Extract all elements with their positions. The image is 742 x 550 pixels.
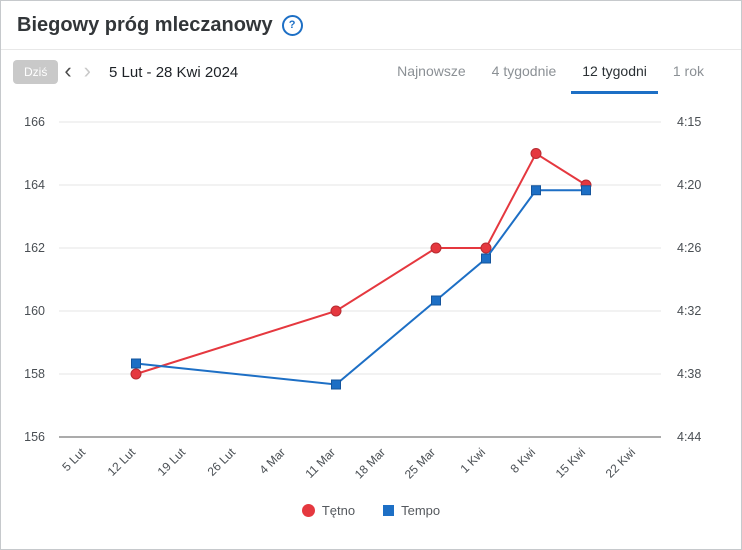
tętno-series-line — [135, 152, 587, 375]
tab-1-rok[interactable]: 1 rok — [672, 62, 704, 79]
tempo-data-point[interactable] — [531, 185, 541, 196]
date-controls: Dziś ‹ › 5 Lut - 28 Kwi 2024 Najnowsze 4… — [1, 50, 741, 94]
tempo-data-point[interactable] — [481, 253, 491, 264]
tętno-data-point[interactable] — [330, 305, 342, 317]
tętno-data-point[interactable] — [430, 242, 442, 254]
tab-12-tygodni[interactable]: 12 tygodni — [571, 50, 658, 94]
chart-legend: Tętno Tempo — [1, 503, 741, 518]
left-axis-tick: 166 — [24, 115, 45, 129]
line-chart[interactable]: 166 164 162 160 158 156 4:15 4:20 4:26 4:32 4:38 4:… — [1, 94, 742, 494]
left-axis-tick: 158 — [24, 367, 45, 381]
tętno-data-point[interactable] — [530, 148, 542, 159]
right-axis-tick: 4:15 — [677, 115, 701, 129]
prev-arrow-icon[interactable]: ‹ — [58, 59, 77, 82]
legend-label-tempo: Tempo — [401, 503, 441, 518]
legend-item-tetno: Tętno — [301, 503, 356, 518]
x-axis-tick: 15 Kwi — [553, 445, 588, 480]
legend-item-tempo: Tempo — [383, 503, 440, 518]
right-axis-tick: 4:20 — [677, 178, 701, 192]
x-axis-tick: 5 Lut — [59, 445, 88, 474]
tempo-data-point[interactable] — [131, 358, 141, 369]
tab-4-tygodnie[interactable]: 4 tygodnie — [491, 62, 557, 79]
today-button[interactable]: Dziś — [13, 60, 59, 84]
x-axis-tick: 8 Kwi — [507, 445, 538, 476]
right-axis-tick: 4:44 — [677, 430, 701, 444]
next-arrow-icon[interactable]: › — [78, 59, 97, 82]
x-axis-tick: 11 Mar — [302, 445, 338, 481]
x-axis-tick: 18 Mar — [352, 445, 388, 481]
left-axis-tick: 162 — [24, 241, 45, 255]
legend-label-tetno: Tętno — [321, 503, 356, 518]
left-axis-tick: 160 — [24, 304, 45, 318]
range-tabs: Najnowsze 4 tygodnie 12 tygodni 1 rok — [386, 50, 741, 94]
tetno-marker-icon — [301, 504, 315, 517]
tempo-data-point[interactable] — [581, 185, 591, 196]
x-axis-tick: 25 Mar — [402, 445, 438, 481]
tempo-series-line — [135, 189, 586, 386]
left-axis-tick: 164 — [24, 178, 45, 192]
right-axis-tick: 4:38 — [677, 367, 701, 381]
tempo-data-point[interactable] — [431, 295, 441, 306]
help-icon[interactable]: ? — [281, 15, 303, 36]
page-title: Biegowy próg mleczanowy — [17, 14, 273, 36]
chart-area: 166 164 162 160 158 156 4:15 4:20 4:26 4:32 4:38 4:… — [1, 94, 741, 499]
x-axis-tick: 26 Lut — [205, 445, 239, 479]
x-axis-tick: 12 Lut — [105, 445, 139, 479]
tab-najnowsze[interactable]: Najnowsze — [397, 62, 466, 79]
left-axis-tick: 156 — [24, 430, 45, 444]
tempo-marker-icon — [383, 505, 395, 516]
date-range-label: 5 Lut - 28 Kwi 2024 — [109, 63, 239, 81]
tętno-data-point[interactable] — [480, 242, 492, 254]
x-axis-tick: 1 Kwi — [457, 445, 488, 476]
x-axis-tick: 19 Lut — [155, 445, 189, 479]
panel-header: Biegowy próg mleczanowy ? — [1, 1, 741, 50]
tempo-data-point[interactable] — [331, 379, 341, 390]
right-axis-tick: 4:32 — [677, 304, 701, 318]
tętno-data-point[interactable] — [130, 368, 142, 380]
x-axis-tick: 4 Mar — [257, 445, 289, 477]
x-axis-tick: 22 Kwi — [603, 445, 638, 480]
right-axis-tick: 4:26 — [677, 241, 701, 255]
